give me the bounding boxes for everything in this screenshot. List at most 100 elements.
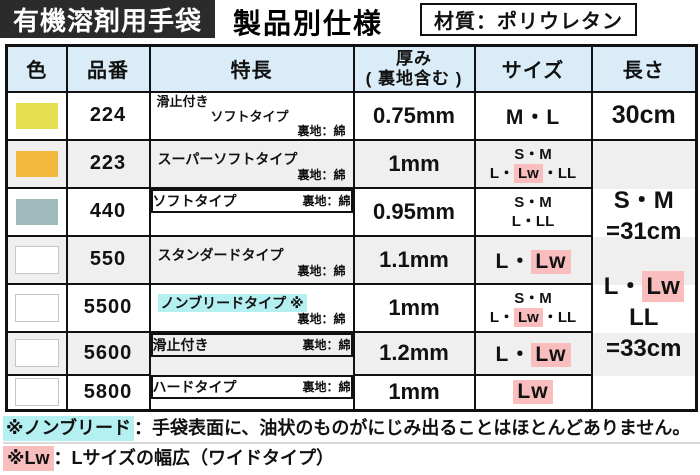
col-header-features: 特長: [148, 44, 355, 93]
page-header: 有機溶剤用手袋 製品別仕様 材質：ポリウレタン: [0, 0, 700, 44]
size-value: L・ Lw: [473, 330, 593, 376]
length-group2-value: =33cm: [606, 335, 682, 363]
table-row-5600: 5600 滑止付き 裏地：綿 1.2mm L・ Lw: [5, 330, 697, 376]
spec-table: 色 品番 特長 厚み ( 裏地含む ) サイズ 長さ 224 滑止付き ソフトタ…: [5, 44, 698, 412]
feature-name: スタンダードタイプ: [157, 247, 284, 263]
feature-name: ハードタイプ: [152, 378, 237, 395]
feature-line2: ソフトタイプ: [210, 109, 289, 124]
lining-label: 裏地：綿: [297, 168, 346, 182]
size-value: L・ Lw: [473, 234, 593, 285]
size-value: Lw: [473, 373, 593, 412]
table-row-440: 440 ソフトタイプ 裏地：綿 0.95mm S・M L・LL: [5, 186, 697, 237]
footnote-lw: ※Lw ：Lサイズの幅広（ワイドタイプ）: [3, 446, 700, 471]
col-header-color: 色: [5, 44, 68, 93]
material-label: 材質：ポリウレタン: [420, 3, 637, 36]
thickness-value: 1.1mm: [352, 234, 476, 285]
length-group2-sizes: L・ Lw: [594, 271, 695, 303]
color-cell: [5, 186, 68, 237]
thickness-label-line1: 厚み: [396, 48, 432, 68]
lw-note-text: ：Lサイズの幅広（ワイドタイプ）: [53, 448, 334, 468]
color-swatch-yellow: [15, 102, 58, 129]
features-cell: スーパーソフトタイプ 裏地：綿: [148, 138, 355, 189]
product-code: 5800: [65, 373, 151, 412]
length-group1-sizes: S・M: [613, 187, 674, 215]
thickness-value: 1mm: [352, 138, 476, 189]
color-cell: [5, 330, 68, 376]
page-subtitle: 製品別仕様: [233, 8, 384, 39]
feature-line1: 滑止付き: [156, 94, 209, 109]
feature-name: ソフトタイプ: [152, 192, 237, 209]
size-value: S・M L・ Lw ・LL: [473, 138, 593, 189]
feature-name: ノンブリードタイプ ※: [152, 294, 352, 312]
color-cell: [5, 282, 68, 333]
product-code: 550: [65, 234, 151, 285]
length-gap: [594, 247, 695, 271]
color-cell: [5, 234, 68, 285]
color-swatch-white: [14, 378, 59, 407]
nonbleed-highlight: ノンブリードタイプ ※: [157, 294, 307, 312]
size-line1: S・M: [514, 289, 552, 307]
product-code: 223: [65, 138, 151, 189]
length-merged-cell: S・M =31cm L・ Lw LL =33cm: [590, 138, 698, 412]
size-lw-highlight: Lw: [514, 163, 543, 183]
lining-label: 裏地：綿: [297, 124, 346, 138]
color-cell: [5, 373, 68, 412]
note-divider: [3, 442, 700, 444]
lining-label: 裏地：綿: [297, 264, 346, 278]
size-value: M・L: [473, 90, 593, 141]
footnote-nonbleed: ※ノンブリード ：手袋表面に、油状のものがにじみ出ることはほとんどありません。: [3, 416, 700, 441]
size-lw-highlight: Lw: [514, 307, 543, 327]
color-cell: [5, 138, 68, 189]
length-group1-value: =31cm: [606, 218, 682, 246]
feature-name: スーパーソフトタイプ: [157, 151, 298, 167]
product-code: 5500: [65, 282, 151, 333]
thickness-value: 1.2mm: [352, 330, 476, 376]
table-row-224: 224 滑止付き ソフトタイプ 裏地：綿 0.75mm M・L 30cm: [5, 90, 698, 141]
size-line1: S・M: [514, 145, 552, 163]
nonbleed-note-text: ：手袋表面に、油状のものがにじみ出ることはほとんどありません。: [133, 418, 691, 438]
col-header-code: 品番: [65, 44, 151, 93]
table-row-223: 223 スーパーソフトタイプ 裏地：綿 1mm S・M L・ Lw ・LL S・M …: [5, 138, 698, 412]
page-title: 有機溶剤用手袋: [0, 0, 215, 38]
table-row-550: 550 スタンダードタイプ 裏地：綿 1.1mm L・ Lw: [5, 234, 697, 285]
nonbleed-note-highlight: ※ノンブリード: [3, 416, 134, 441]
size-line2: L・LL: [511, 212, 555, 230]
thickness-value: 0.75mm: [352, 90, 476, 141]
table-row-5500: 5500 ノンブリードタイプ ※ 裏地：綿 1mm S・M L・ Lw ・LL: [5, 282, 697, 333]
size-lw-highlight: Lw: [531, 343, 571, 367]
col-header-size: サイズ: [473, 44, 593, 93]
thickness-label-line2: ( 裏地含む ): [365, 68, 463, 88]
size-line2: L・ Lw ・LL: [489, 163, 577, 183]
features-cell: スタンダードタイプ 裏地：綿: [148, 234, 355, 285]
length-lw-highlight: Lw: [642, 271, 684, 303]
color-cell: [5, 90, 68, 141]
feature-name: 滑止付き: [152, 336, 209, 353]
size-line2: L・ Lw ・LL: [489, 307, 577, 327]
features-cell: 滑止付き 裏地：綿: [150, 332, 353, 357]
color-swatch-gray-blue: [15, 198, 58, 225]
thickness-value: 1mm: [352, 373, 476, 412]
lining-label: 裏地：綿: [302, 338, 351, 352]
table-header-row: 色 品番 特長 厚み ( 裏地含む ) サイズ 長さ: [5, 44, 698, 93]
length-group2-sizes2: LL: [629, 304, 659, 332]
table-row-5800: 5800 ハードタイプ 裏地：綿 1mm Lw: [5, 373, 697, 412]
lw-note-highlight: ※Lw: [3, 446, 54, 471]
col-header-thickness: 厚み ( 裏地含む ): [352, 44, 476, 93]
footnotes: ※ノンブリード ：手袋表面に、油状のものがにじみ出ることはほとんどありません。 ※…: [3, 416, 700, 471]
size-value: S・M L・LL: [473, 186, 593, 237]
color-swatch-white: [14, 339, 59, 367]
length-value: 30cm: [590, 90, 698, 141]
col-header-length: 長さ: [590, 44, 698, 93]
features-cell: ハードタイプ 裏地：綿: [150, 374, 353, 399]
size-lw-highlight: Lw: [513, 380, 553, 405]
product-code: 224: [65, 90, 151, 141]
color-swatch-white: [14, 245, 59, 274]
lining-label: 裏地：綿: [302, 380, 351, 394]
color-swatch-white: [14, 293, 59, 322]
lining-label: 裏地：綿: [302, 194, 351, 208]
size-lw-highlight: Lw: [531, 249, 571, 274]
product-code: 440: [65, 186, 151, 237]
size-value: S・M L・ Lw ・LL: [473, 282, 593, 333]
features-cell: ソフトタイプ 裏地：綿: [150, 188, 353, 213]
features-cell: ノンブリードタイプ ※ 裏地：綿: [148, 282, 355, 333]
